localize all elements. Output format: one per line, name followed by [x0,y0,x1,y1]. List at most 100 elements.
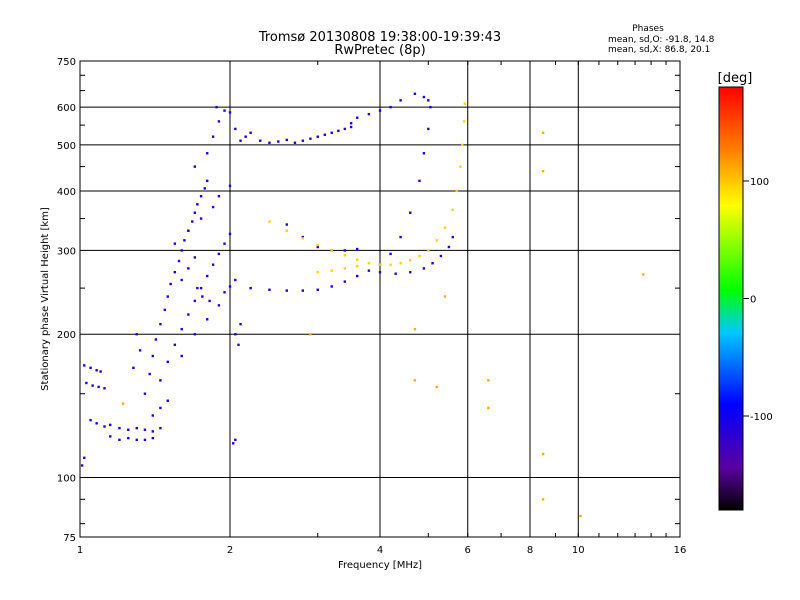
data-point [367,112,371,116]
data-point [461,143,464,147]
data-point [183,239,186,242]
data-point [237,343,240,347]
data-point [343,267,347,270]
data-point [193,299,197,303]
data-point [330,285,333,288]
data-point [367,269,371,272]
data-point [143,392,147,395]
data-point [343,127,347,131]
y-tick-label: 75 [63,533,76,544]
data-point [343,280,347,283]
data-point [208,299,211,303]
data-point [378,109,382,112]
x-tick-label: 16 [674,545,687,556]
data-point [239,322,242,326]
data-point [463,102,467,105]
data-point [413,92,417,95]
data-point [451,208,455,212]
data-point [455,189,458,193]
data-point [166,360,169,364]
data-point [199,286,203,290]
data-point [211,263,215,266]
data-point [89,366,92,370]
data-point [85,381,88,385]
data-point [413,327,417,331]
data-point [409,271,412,274]
chart-title: Tromsø 20130808 19:38:00-19:39:43 [258,30,501,45]
data-point [579,514,582,518]
data-point [439,254,443,258]
data-point [83,456,86,460]
data-point [143,428,147,431]
data-point [127,436,130,440]
data-point [234,438,237,442]
data-point [103,387,106,390]
data-point [228,111,232,114]
data-point [343,254,347,257]
data-point [462,120,466,123]
data-point [323,133,327,136]
data-point [293,141,297,144]
data-point [228,285,232,288]
data-point [309,333,312,336]
data-point [91,384,94,387]
colorbar [718,86,744,511]
stats-x-mode: mean, sd,X: 86.8, 20.1 [608,45,710,55]
data-point [447,245,451,249]
data-point [427,127,430,131]
y-tick-label: 600 [57,103,76,114]
data-point [193,165,197,168]
data-point [285,229,288,232]
data-point [487,379,490,382]
data-point [389,263,392,266]
data-point [205,318,209,321]
data-point [159,426,162,430]
data-point [205,274,209,278]
data-point [268,288,271,291]
data-point [97,385,100,389]
data-point [316,288,319,291]
stats-title: Phases [632,24,664,34]
y-tick-label: 750 [57,57,76,68]
data-point [431,262,434,265]
data-point [180,249,183,252]
data-point [330,269,333,272]
data-point [316,271,319,274]
data-point [268,220,271,223]
y-tick-label: 100 [57,474,76,485]
data-point [132,366,135,370]
colorbar-ticks: 100 0 -100 [743,177,773,423]
data-point [121,402,125,405]
data-point [399,262,402,265]
data-point [109,435,112,438]
data-point [249,131,252,134]
data-point [151,436,155,440]
data-point [196,203,199,206]
data-point [459,165,462,168]
data-point [217,304,221,307]
data-point [95,422,98,425]
data-point [451,235,455,239]
data-point [316,245,319,249]
data-point [337,129,340,133]
data-point [166,295,169,298]
data-point [187,313,190,316]
y-tick-label: 500 [57,141,76,152]
data-point [277,140,280,143]
data-point [355,258,359,261]
data-point [301,139,305,142]
data-point [259,139,262,142]
data-point [244,135,247,138]
data-point [89,418,92,422]
data-point [330,249,333,252]
data-point [205,152,209,155]
data-point [127,428,130,431]
data-point [205,179,209,183]
data-point [166,399,169,402]
data-point [234,333,237,336]
data-point [201,295,204,298]
data-point [422,267,426,270]
y-tick-label: 400 [57,187,76,198]
x-tick-label: 6 [465,545,471,556]
data-point [217,252,221,256]
